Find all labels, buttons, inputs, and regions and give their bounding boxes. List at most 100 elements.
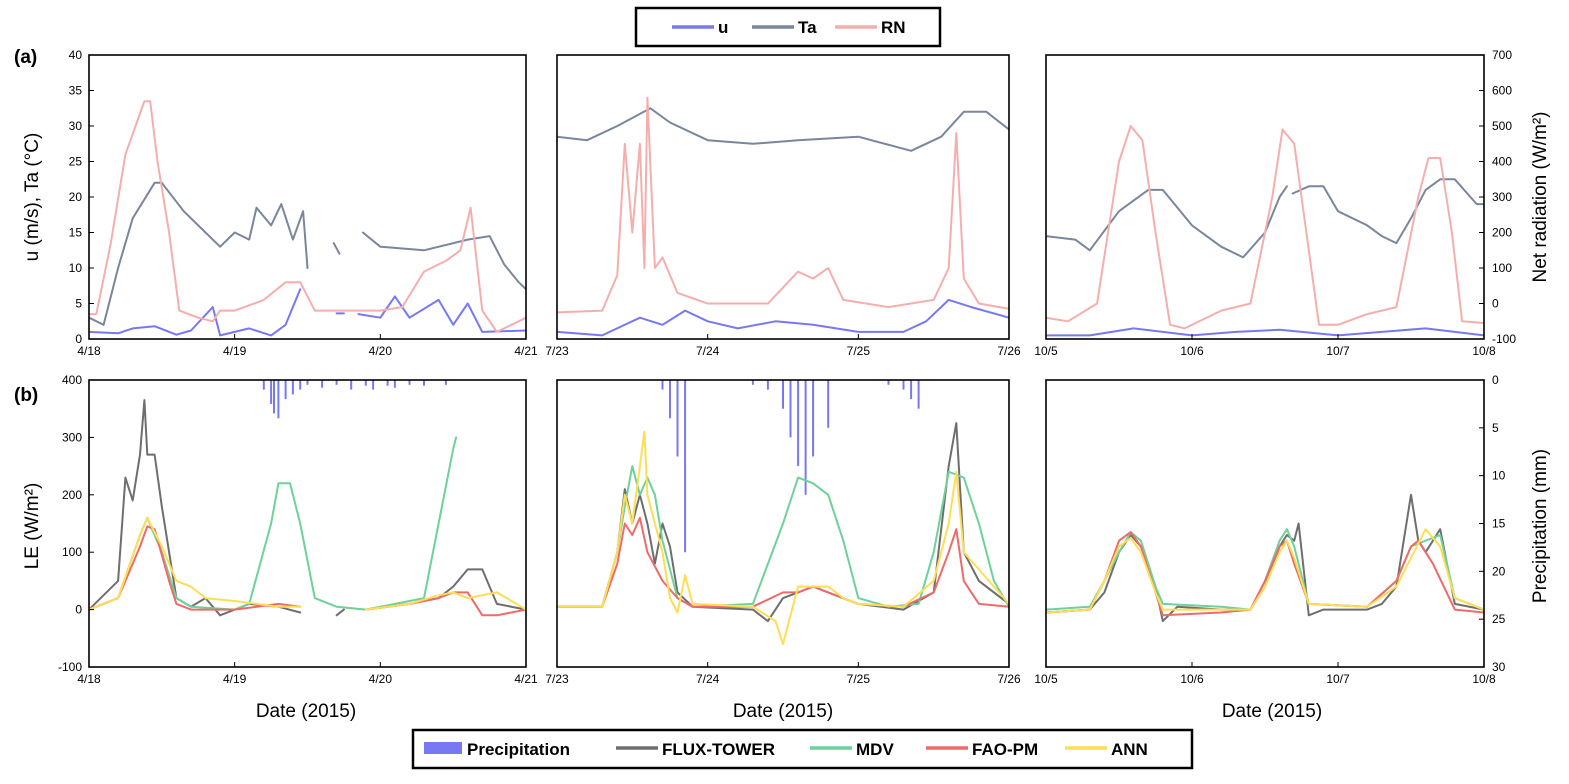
y2-tick-label-a3-1: 0	[1492, 297, 1499, 311]
precip-bar-b2-15	[917, 380, 920, 409]
series-group-b2	[557, 422, 1009, 645]
x-tick-label-a3-2: 10/7	[1326, 344, 1350, 358]
x-tick-label-a1-1: 4/19	[223, 344, 247, 358]
precip-bar-b2-9	[804, 380, 807, 495]
y-label-bottom: LE (W/m²)	[22, 483, 43, 570]
precip-bar-b1-11	[364, 380, 367, 386]
y2-tick-label-a3-8: 700	[1492, 48, 1512, 62]
x-tick-label-b1-0: 4/18	[77, 672, 101, 686]
precip-bar-b1-5	[291, 380, 294, 395]
precip-bar-b1-15	[408, 380, 411, 385]
panel-a2: 7/23 7/24 7/25 7/26	[545, 54, 1021, 358]
y-tick-label-a1-3: 15	[69, 226, 83, 240]
precip-bar-b1-4	[284, 380, 287, 400]
precip-bar-b1-9	[335, 380, 338, 385]
x-tick-label-b1-3: 4/21	[514, 672, 538, 686]
panel-a1: 4/18 4/19 4/20 4/21 0 5 10 15 20 25 30 35 40	[69, 48, 538, 358]
y-tick-label-a1-2: 10	[69, 261, 83, 275]
y2-tick-label-a3-5: 400	[1492, 155, 1512, 169]
y2-tick-label-b3-1: 5	[1492, 421, 1499, 435]
series-flux-tower-b1-1	[335, 608, 345, 617]
panel-label-b: (b)	[14, 385, 38, 406]
legend-top-label-1: Ta	[798, 18, 817, 37]
legend-bottom-label-2: MDV	[856, 740, 894, 759]
plot-area-b3	[1046, 380, 1484, 667]
precip-bar-b1-6	[299, 380, 302, 390]
series-ann-b2-0	[557, 430, 1009, 645]
y-tick-label-a1-7: 35	[69, 84, 83, 98]
legend-bottom-swatch-0	[424, 742, 462, 754]
series-ta-a2-0	[557, 107, 1009, 152]
panel-b3: 10/5 10/6 10/7 10/8 0 5 10 15 20 25 30	[1034, 373, 1505, 686]
x-tick-label-a3-1: 10/6	[1180, 344, 1204, 358]
panel-a3: 10/5 10/6 10/7 10/8-100 0 100 200 300 400 500 600 7…	[1034, 48, 1516, 358]
x-tick-label-b3-2: 10/7	[1326, 672, 1350, 686]
x-tick-label-b2-1: 7/24	[696, 672, 720, 686]
series-group-b3	[1046, 493, 1484, 623]
y-label-top: u (m/s), Ta (°C)	[22, 133, 43, 262]
y2-tick-label-a3-2: 100	[1492, 261, 1512, 275]
series-fao-pm-b3-0	[1046, 531, 1484, 617]
x-tick-label-b2-0: 7/23	[545, 672, 569, 686]
precip-bar-b2-2	[676, 380, 679, 457]
precip-bar-b2-0	[661, 380, 664, 390]
x-tick-label-b1-1: 4/19	[223, 672, 247, 686]
precip-bar-b2-10	[812, 380, 815, 457]
y2-tick-label-b3-4: 20	[1492, 564, 1506, 578]
plot-area-a2	[557, 55, 1009, 339]
x-label-3: Date (2015)	[1222, 701, 1322, 722]
y-tick-label-a1-0: 0	[75, 332, 82, 346]
legend-top: u Ta RN	[634, 6, 942, 48]
x-tick-label-b2-2: 7/25	[847, 672, 871, 686]
panel-label-a: (a)	[14, 47, 37, 68]
series-u-a2-0	[557, 298, 1009, 337]
series-ann-b1-0	[89, 516, 302, 611]
series-ann-b1-1	[364, 591, 526, 611]
y-tick-label-b1-2: 100	[62, 545, 82, 559]
panel-b1: 4/18 4/19 4/20 4/21 -100 0 100 200 300 400	[58, 373, 538, 686]
series-ta-a3-0	[1046, 185, 1288, 259]
x-tick-label-a2-2: 7/25	[847, 344, 871, 358]
x-tick-label-a3-3: 10/8	[1472, 344, 1496, 358]
legend-bottom-label-4: ANN	[1111, 740, 1148, 759]
y2-tick-label-b3-2: 10	[1492, 469, 1506, 483]
series-fao-pm-b2-0	[557, 516, 1009, 608]
frame-b1	[88, 379, 527, 668]
series-group-a2	[557, 96, 1009, 337]
precip-bar-b2-7	[789, 380, 792, 438]
legend-bottom-label-1: FLUX-TOWER	[662, 740, 775, 759]
panel-b2: 7/23 7/24 7/25 7/26	[545, 379, 1021, 686]
series-ta-a1-1	[332, 242, 341, 255]
precip-bar-b1-14	[393, 380, 396, 388]
x-tick-label-b2-3: 7/26	[997, 672, 1021, 686]
y2-tick-label-a3-4: 300	[1492, 190, 1512, 204]
series-group-a1	[89, 100, 526, 337]
y-tick-label-a1-5: 25	[69, 155, 83, 169]
series-flux-tower-b3-0	[1046, 493, 1484, 623]
y-tick-label-b1-3: 200	[62, 488, 82, 502]
y-tick-label-a1-6: 30	[69, 119, 83, 133]
y2-tick-label-a3-0: -100	[1492, 332, 1516, 346]
x-tick-label-a2-0: 7/23	[545, 344, 569, 358]
precip-bar-b2-3	[684, 380, 687, 553]
series-rn-a3-0	[1046, 125, 1484, 330]
precip-bar-b2-1	[669, 380, 671, 419]
precip-bar-b2-4	[751, 380, 754, 385]
legend-top-label-2: RN	[881, 18, 906, 37]
frame-b2	[556, 379, 1010, 668]
x-tick-label-b3-1: 10/6	[1180, 672, 1204, 686]
series-ta-a1-2	[361, 231, 526, 291]
series-rn-a1-0	[89, 100, 526, 333]
precip-bar-b1-1	[270, 380, 273, 404]
x-tick-label-b3-0: 10/5	[1034, 672, 1058, 686]
x-tick-label-a2-3: 7/26	[997, 344, 1021, 358]
series-mdv-b2-0	[557, 465, 1009, 608]
y-tick-label-b1-1: 0	[75, 603, 82, 617]
precip-bar-b1-17	[444, 380, 447, 385]
legend-bottom-label-0: Precipitation	[467, 740, 570, 759]
precip-bar-b1-0	[262, 380, 265, 390]
y2-tick-label-b3-0: 0	[1492, 373, 1499, 387]
y2-label-bottom: Precipitation (mm)	[1530, 449, 1551, 603]
precip-bar-b2-5	[766, 380, 769, 390]
